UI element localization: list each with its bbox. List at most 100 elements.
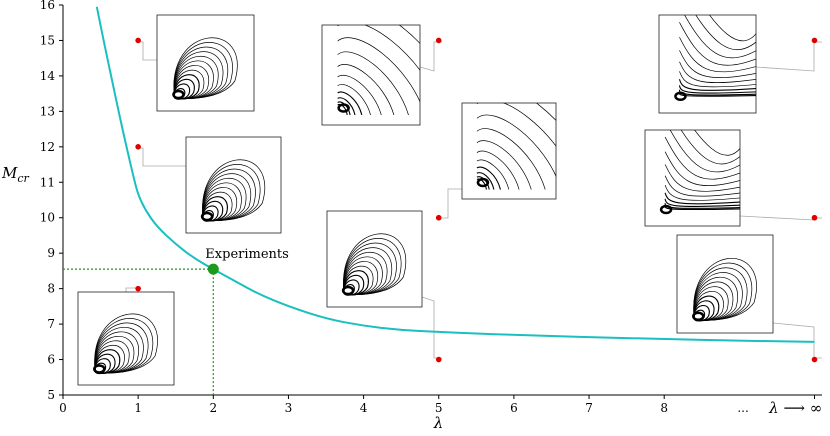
x-tick-label: 1 (134, 401, 142, 415)
leader-line (442, 188, 462, 219)
contour-core (93, 364, 106, 374)
contour-inset (321, 24, 442, 126)
experiment-label: Experiments (205, 247, 289, 262)
inset-frame (321, 24, 421, 126)
y-tick-label: 8 (47, 282, 55, 296)
x-tick-label: 3 (285, 401, 293, 415)
leader-line (137, 41, 157, 61)
x-infinity-label: λ ⟶ ∞ (768, 399, 822, 417)
contour-line (94, 313, 158, 374)
sample-point (435, 214, 442, 221)
sample-point (135, 144, 141, 150)
contour-line (664, 175, 740, 197)
contour-line (476, 128, 546, 190)
sample-point (135, 285, 141, 292)
contour-line (678, 85, 756, 94)
x-ellipsis-label: ... (737, 401, 748, 415)
contour-lines (172, 37, 238, 100)
contour-line (337, 103, 348, 116)
contour-core (476, 177, 490, 188)
contour-core (172, 89, 185, 100)
contour-line (678, 79, 756, 91)
x-tick-label: 0 (59, 401, 67, 415)
y-tick-label: 7 (47, 317, 55, 331)
contour-core (692, 311, 705, 322)
sample-point (811, 214, 818, 221)
contour-line (476, 114, 556, 178)
contour-line (476, 103, 556, 147)
y-tick-label: 16 (40, 0, 55, 12)
x-tick-label: 7 (585, 401, 593, 415)
leader-line (421, 296, 442, 359)
sample-point (435, 356, 442, 363)
contour-line (664, 151, 740, 186)
contour-line (664, 184, 740, 201)
y-tick-label: 13 (40, 104, 55, 118)
contour-line (337, 25, 420, 71)
x-tick-label: 6 (510, 401, 518, 415)
contour-line (337, 64, 395, 116)
points-layer (63, 37, 818, 395)
contour-line (202, 159, 265, 221)
y-tick-label: 15 (40, 33, 55, 47)
y-axis-title: Mcr (1, 164, 30, 185)
inset-frame (658, 14, 757, 114)
experiment-point (207, 263, 219, 275)
contour-line (664, 136, 740, 180)
contour-line (695, 15, 756, 50)
contour-line (669, 130, 740, 173)
x-tick-label: 5 (435, 401, 443, 415)
inset-frame (461, 102, 557, 200)
x-tick-label: 4 (360, 401, 368, 415)
series-line (95, 6, 815, 343)
contour-line (337, 91, 363, 116)
x-axis-title: λ (433, 414, 444, 432)
contour-inset (644, 129, 822, 227)
contour-line (476, 140, 532, 190)
contour-inset (77, 287, 175, 386)
contour-line (476, 178, 487, 190)
contour-lines (200, 159, 265, 222)
contour-inset (658, 14, 822, 114)
contour-lines (692, 258, 757, 322)
y-tick-label: 14 (40, 69, 56, 83)
contour-line (679, 50, 756, 78)
y-tick-label: 9 (47, 246, 55, 260)
sample-point (435, 37, 442, 44)
contour-inset (137, 136, 282, 234)
contour-line (679, 22, 756, 66)
leader-line (739, 215, 822, 221)
contour-inset (137, 14, 255, 112)
sample-point (135, 37, 141, 44)
contour-core (337, 103, 350, 113)
contour-line (684, 15, 756, 59)
leader-line (137, 147, 186, 167)
x-tick-label: 8 (660, 401, 668, 415)
contour-line (709, 15, 756, 42)
contour-line (337, 75, 382, 116)
series-layer (95, 6, 815, 343)
contour-line (476, 150, 520, 190)
contour-line (476, 159, 510, 190)
contour-insets (77, 14, 822, 386)
leader-line (755, 41, 822, 72)
contour-line (337, 84, 371, 116)
contour-inset (442, 102, 557, 219)
x-tick-label: 2 (209, 401, 217, 415)
contour-lines (341, 233, 406, 296)
inset-frame (644, 129, 741, 227)
y-tick-label: 10 (40, 211, 55, 225)
y-tick-label: 6 (47, 353, 55, 367)
contour-core (200, 211, 214, 222)
contour-lines (93, 313, 158, 375)
contour-line (535, 103, 556, 122)
y-tick-label: 5 (47, 388, 55, 402)
contour-line (678, 89, 756, 96)
contour-line (476, 166, 501, 190)
contour-line (664, 192, 740, 205)
contour-line (693, 258, 757, 321)
contour-inset (676, 234, 822, 359)
y-tick-label: 12 (40, 140, 55, 154)
